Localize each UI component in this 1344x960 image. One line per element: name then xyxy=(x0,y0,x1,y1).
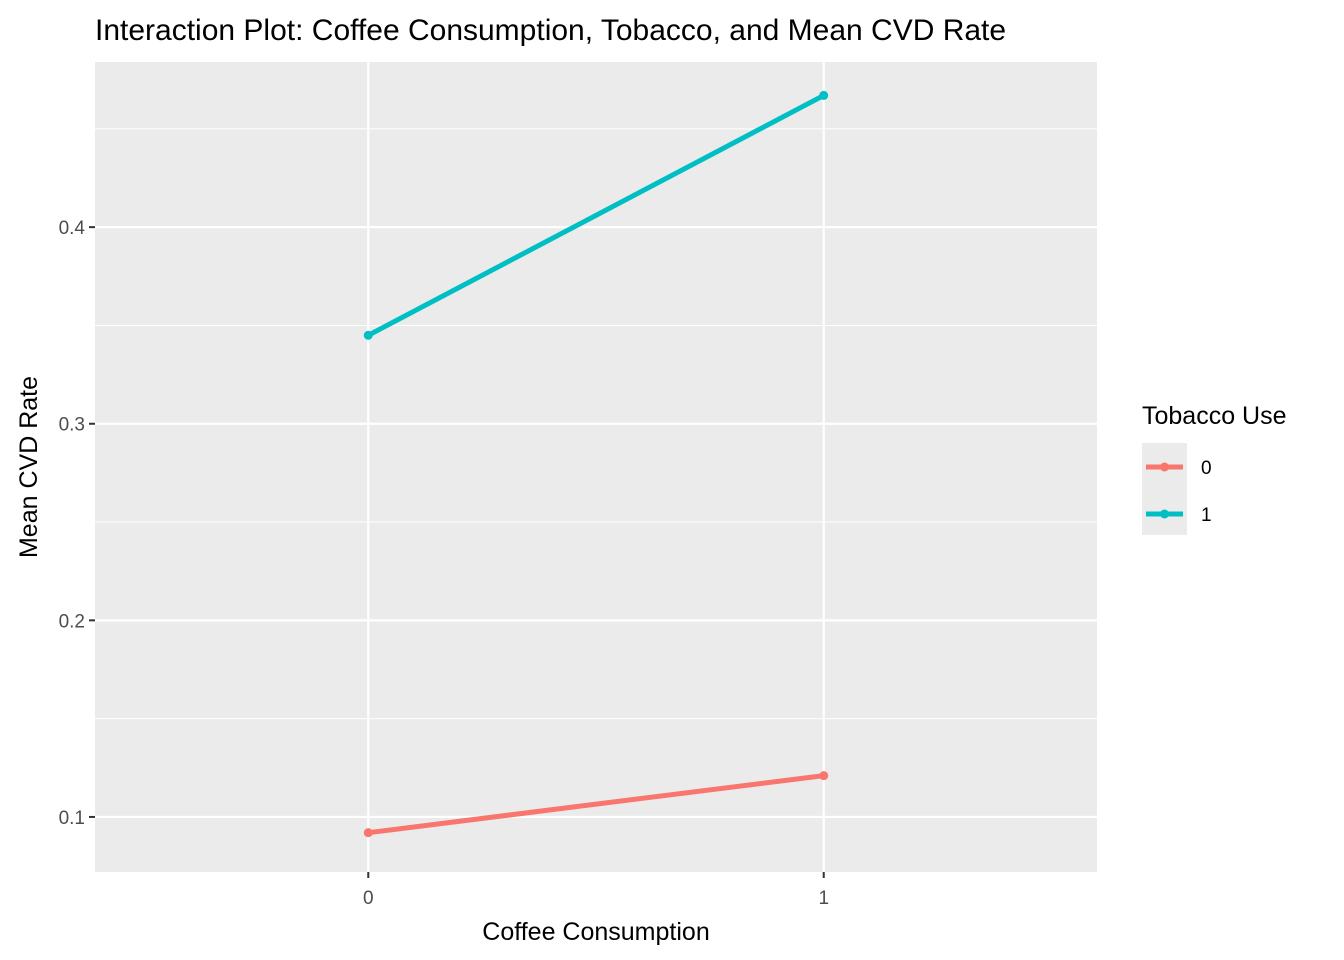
legend: Tobacco Use 01 xyxy=(1142,402,1287,535)
data-point-series-0 xyxy=(819,771,829,781)
series-line-0 xyxy=(367,773,825,836)
y-tick-label: 0.2 xyxy=(59,611,85,632)
legend-label: 0 xyxy=(1201,458,1212,479)
series-line-1 xyxy=(367,93,825,338)
x-tick-label: 1 xyxy=(818,888,829,909)
y-axis: 0.1 0.2 0.3 0.4 xyxy=(59,218,95,829)
legend-key-point xyxy=(1160,509,1169,519)
minor-gridlines xyxy=(95,128,1097,720)
legend-key-background xyxy=(1142,443,1187,535)
legend-key-point xyxy=(1160,462,1169,472)
data-point-series-0 xyxy=(363,828,373,838)
legend-title: Tobacco Use xyxy=(1142,402,1287,430)
plot-panel xyxy=(95,62,1097,872)
legend-keys: 01 xyxy=(1146,458,1212,526)
y-tick-label: 0.4 xyxy=(59,218,86,239)
x-axis-title: Coffee Consumption xyxy=(482,918,709,946)
series-layer xyxy=(363,90,829,838)
x-tick-label: 0 xyxy=(363,888,374,909)
data-point-series-1 xyxy=(363,330,373,340)
y-tick-label: 0.3 xyxy=(59,415,85,436)
major-gridlines xyxy=(95,62,1097,872)
legend-label: 1 xyxy=(1201,505,1212,526)
y-axis-title: Mean CVD Rate xyxy=(15,376,43,558)
data-point-series-1 xyxy=(819,90,829,100)
y-tick-label: 0.1 xyxy=(59,808,85,829)
chart-title: Interaction Plot: Coffee Consumption, To… xyxy=(95,14,1006,47)
